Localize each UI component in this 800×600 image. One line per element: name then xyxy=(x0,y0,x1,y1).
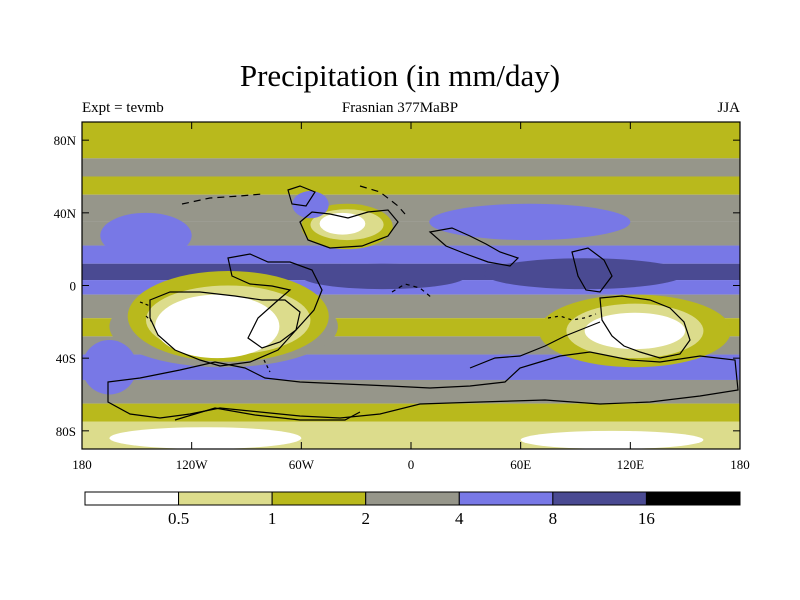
y-tick-label-1: 40N xyxy=(54,206,77,221)
precip-region-9 xyxy=(319,212,366,235)
colorbar-swatch-6 xyxy=(645,491,741,506)
colorbar-swatch-1 xyxy=(178,491,273,506)
precip-region-3 xyxy=(155,294,280,359)
colorbar-label-2: 2 xyxy=(361,509,370,528)
coastline-south-america xyxy=(149,291,301,367)
colorbar-label-1: 1 xyxy=(268,509,277,528)
precip-band-3 xyxy=(82,194,740,222)
coastline-arc-south xyxy=(469,321,601,369)
precip-region-4 xyxy=(100,212,192,259)
coastline-east-island xyxy=(428,227,520,267)
axes: 180 120W 60W 0 60E 120E 180 80N 40N 0 40S 80S xyxy=(54,122,750,472)
colorbar-label-5: 16 xyxy=(638,509,655,528)
coastline-north-small xyxy=(287,185,316,207)
x-tick-label-2: 60W xyxy=(289,457,315,472)
coastline-dash-northeast xyxy=(359,185,406,215)
coastline-southern-continent xyxy=(107,351,739,419)
coastline-contours xyxy=(107,185,739,421)
colorbar: 0.5 1 2 4 8 16 xyxy=(84,491,741,528)
y-tick-label-3: 40S xyxy=(56,351,76,366)
precip-region-5 xyxy=(301,263,466,290)
precip-band-12 xyxy=(82,379,740,404)
coastline-dash-east xyxy=(547,313,597,321)
experiment-label: Expt = tevmb xyxy=(82,100,164,116)
colorbar-swatch-0 xyxy=(84,491,180,506)
y-tick-label-2: 0 xyxy=(70,279,77,294)
colorbar-label-3: 4 xyxy=(455,509,464,528)
coastline-equator-block xyxy=(227,253,323,349)
precip-region-6 xyxy=(484,258,686,290)
colorbar-swatch-4 xyxy=(458,491,554,506)
precip-region-17 xyxy=(520,430,704,449)
y-tick-label-4: 80S xyxy=(56,424,76,439)
chart-subtitle: Frasnian 377MaBP xyxy=(341,100,459,116)
precip-region-15 xyxy=(82,340,137,395)
coastline-far-east xyxy=(571,247,613,293)
colorbar-swatch-5 xyxy=(552,491,647,506)
colorbar-swatch-3 xyxy=(365,491,460,506)
x-tick-label-0: 180 xyxy=(72,457,92,472)
precipitation-field xyxy=(82,122,740,449)
colorbar-swatch-2 xyxy=(271,491,367,506)
precip-band-13 xyxy=(82,403,740,422)
precip-region-16 xyxy=(109,427,302,449)
coastline-inner-south xyxy=(174,407,361,421)
y-tick-label-0: 80N xyxy=(54,133,77,148)
colorbar-label-4: 8 xyxy=(549,509,558,528)
coastline-north-island xyxy=(299,209,399,249)
coastline-dash-north xyxy=(181,193,263,205)
precip-region-14 xyxy=(584,312,686,350)
precip-region-10 xyxy=(292,191,329,219)
coastline-dash-southwest xyxy=(139,301,271,373)
x-tick-label-1: 120W xyxy=(176,457,209,472)
x-tick-label-6: 180 xyxy=(730,457,750,472)
x-tick-label-4: 60E xyxy=(510,457,531,472)
precip-band-2 xyxy=(82,176,740,195)
precip-region-11 xyxy=(429,203,631,241)
x-tick-label-5: 120E xyxy=(617,457,645,472)
chart-title: Precipitation (in mm/day) xyxy=(239,58,561,93)
colorbar-label-0: 0.5 xyxy=(168,509,189,528)
x-tick-label-3: 0 xyxy=(408,457,415,472)
precip-band-1 xyxy=(82,158,740,177)
coastline-australia-block xyxy=(599,295,691,359)
season-label: JJA xyxy=(717,100,740,116)
